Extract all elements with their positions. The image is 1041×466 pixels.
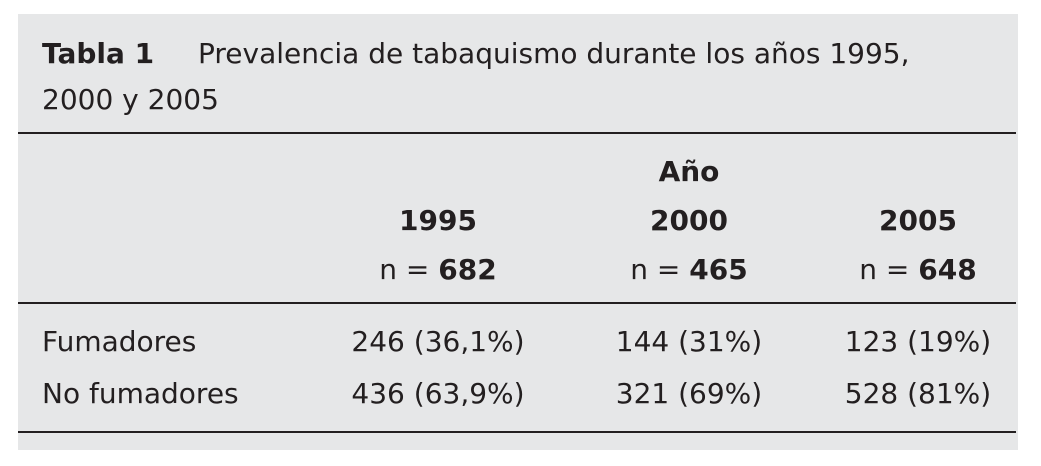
- column-year: 2000: [650, 204, 728, 237]
- n-value: 648: [918, 253, 977, 286]
- rule: [18, 431, 1016, 433]
- table-title: 2000 y 2005: [42, 83, 219, 116]
- column-n: n = 682: [379, 256, 496, 284]
- column-n: n = 648: [859, 256, 976, 284]
- cell: 528 (81%): [844, 377, 992, 410]
- column-year: 1995: [399, 204, 477, 237]
- rule: [18, 302, 1016, 304]
- cell: 246 (36,1%): [351, 325, 525, 358]
- column-year: 2005: [879, 204, 957, 237]
- cell: 321 (69%): [615, 377, 763, 410]
- n-label: n =: [630, 253, 681, 286]
- n-label: n =: [859, 253, 910, 286]
- table-title: Prevalencia de tabaquismo durante los añ…: [198, 37, 910, 70]
- n-label: n =: [379, 253, 430, 286]
- group-header: Año: [658, 155, 720, 188]
- column-n: n = 465: [630, 256, 747, 284]
- cell: 144 (31%): [615, 325, 763, 358]
- rule: [18, 132, 1016, 134]
- row-label: No fumadores: [42, 377, 239, 410]
- row-label: Fumadores: [42, 325, 197, 358]
- table-panel: [18, 14, 1018, 450]
- table-label: Tabla 1: [42, 37, 155, 70]
- n-value: 465: [689, 253, 748, 286]
- cell: 123 (19%): [844, 325, 992, 358]
- n-value: 682: [438, 253, 497, 286]
- cell: 436 (63,9%): [351, 377, 525, 410]
